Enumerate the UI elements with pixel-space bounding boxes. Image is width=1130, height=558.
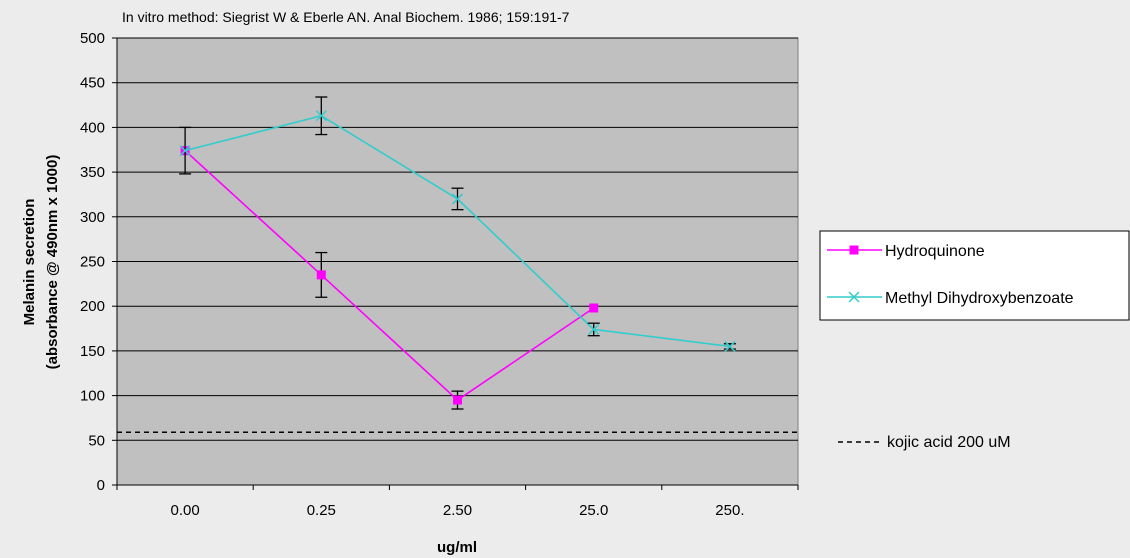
- series-line: [184, 150, 595, 402]
- gridlines: [117, 37, 798, 441]
- y-tick-label: 50: [88, 432, 105, 449]
- x-tick-labels: 0.00 0.25 2.50 25.0 250.: [170, 502, 744, 519]
- y-tick-label: 150: [80, 343, 105, 360]
- y-tick-label: 500: [80, 30, 105, 47]
- reference-legend-label: kojic acid 200 uM: [887, 434, 1011, 451]
- data-point: [724, 340, 736, 352]
- y-tick-label: 300: [80, 209, 105, 226]
- y-axis-label-line1: Melanin secretion: [21, 199, 38, 326]
- marker-stroke: [179, 145, 191, 157]
- data-point: [849, 245, 859, 255]
- y-tick-labels: 0 50 100 150 200 250 300 350 400 450 500: [80, 30, 105, 494]
- data-point: [179, 145, 191, 157]
- legend-label: Methyl Dihydroxybenzoate: [885, 290, 1074, 307]
- x-tick-label: 0.00: [170, 502, 199, 519]
- data-point: [848, 291, 860, 303]
- y-tick-label: 250: [80, 254, 105, 271]
- y-tick-label: 200: [80, 298, 105, 315]
- marker-stroke: [451, 193, 464, 205]
- y-axis-label-line2: (absorbance @ 490nm x 1000): [44, 155, 61, 370]
- x-axis-label: ug/ml: [437, 539, 477, 556]
- chart-title: In vitro method: Siegrist W & Eberle AN.…: [122, 9, 570, 25]
- reference-legend: kojic acid 200 uM: [838, 434, 1011, 451]
- data-point: [316, 270, 326, 280]
- y-tick-label: 450: [80, 75, 105, 92]
- series-methyl-dihydroxybenzoate: [179, 96, 736, 352]
- marker-stroke: [724, 340, 736, 352]
- x-tick-label: 25.0: [579, 502, 608, 519]
- marker-stroke: [588, 323, 600, 335]
- series: [179, 96, 736, 410]
- marker-stroke: [848, 291, 860, 303]
- y-tick-label: 400: [80, 119, 105, 136]
- data-point: [453, 395, 462, 405]
- x-tick-label: 250.: [715, 502, 744, 519]
- data-point: [588, 323, 600, 335]
- data-point: [451, 193, 464, 205]
- legend-entries: Hydroquinone Methyl Dihydroxybenzoate: [827, 243, 1074, 307]
- y-tick-label: 100: [80, 388, 105, 405]
- data-point: [589, 303, 599, 313]
- legend: [819, 230, 1130, 321]
- data-point: [315, 110, 327, 122]
- legend-label: Hydroquinone: [885, 243, 985, 260]
- axes: [112, 37, 799, 490]
- y-tick-label: 0: [97, 477, 105, 494]
- y-tick-label: 350: [80, 164, 105, 181]
- marker-stroke: [315, 110, 327, 122]
- x-tick-label: 2.50: [443, 502, 472, 519]
- x-tick-label: 0.25: [307, 502, 336, 519]
